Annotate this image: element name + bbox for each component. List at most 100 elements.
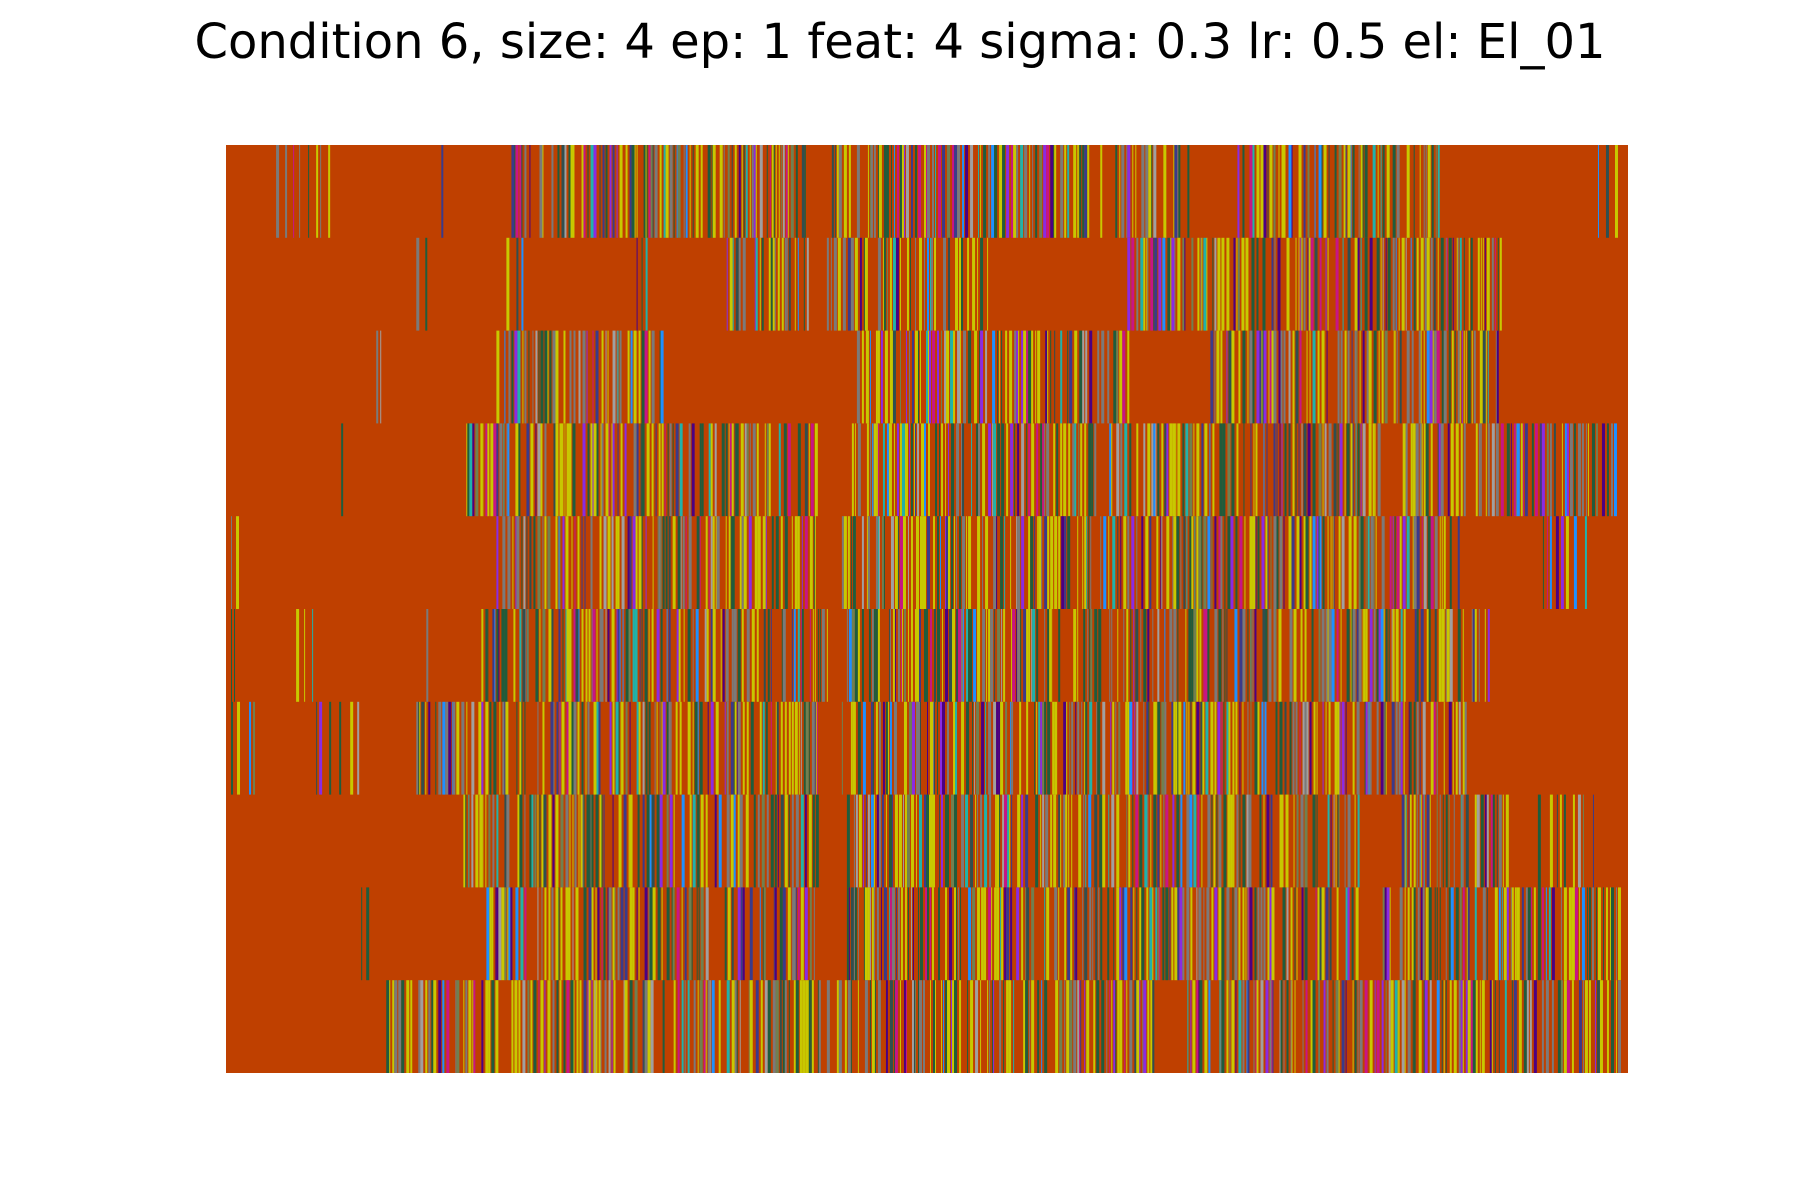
heatmap-cell [949,887,953,981]
heatmap-cell [1347,794,1351,888]
heatmap-cell [522,330,524,424]
heatmap-cell [910,887,912,981]
heatmap-cell [1404,794,1406,888]
heatmap-cell [862,794,864,888]
heatmap-cell [1382,145,1385,238]
heatmap-cell [1405,237,1407,331]
heatmap-cell [590,423,593,517]
heatmap-cell [467,423,470,517]
heatmap-cell [299,145,301,238]
heatmap-cell [539,609,541,702]
heatmap-cell [1156,701,1158,795]
heatmap-cell [1004,794,1008,888]
heatmap-cell [889,237,892,331]
heatmap-cell [1563,887,1567,981]
heatmap-cell [997,609,1001,702]
heatmap-cell [1448,237,1452,331]
heatmap-cell [488,794,491,888]
heatmap-cell [810,980,812,1073]
heatmap-cell [521,145,523,238]
heatmap-cell [663,145,666,238]
heatmap-cell [1133,609,1135,702]
heatmap-cell [812,794,815,888]
heatmap-cell [1233,237,1236,331]
heatmap-cell [727,887,731,981]
heatmap-cell [428,701,431,795]
heatmap-cell [560,794,564,888]
heatmap-cell [455,980,457,1073]
heatmap-cell [877,237,879,331]
heatmap-cell [1182,237,1185,331]
heatmap-cell [731,516,735,609]
heatmap-cell [711,145,713,238]
heatmap-cell [660,516,662,609]
heatmap-cell [1024,145,1028,238]
heatmap-cell [996,701,999,795]
heatmap-cell [601,887,603,981]
heatmap-cell [893,145,895,238]
heatmap-cell [1084,701,1086,795]
heatmap-cell [481,701,484,795]
heatmap-cell [1265,980,1269,1073]
heatmap-cell [1436,794,1438,888]
heatmap-cell [804,887,808,981]
heatmap-cell [1141,145,1145,238]
heatmap-cell [516,237,519,331]
heatmap-cell [1503,887,1507,981]
heatmap-cell [514,145,516,238]
heatmap-cell [1376,980,1380,1073]
heatmap-cell [903,609,906,702]
heatmap-cell [389,980,391,1073]
heatmap-cell [1458,701,1461,795]
heatmap-cell [593,423,597,517]
heatmap-cell [611,423,613,517]
heatmap-cell [700,887,704,981]
heatmap-cell [814,516,816,609]
heatmap-cell [1418,330,1421,424]
heatmap-cell [795,794,799,888]
heatmap-row-1 [416,237,1502,331]
heatmap-cell [1010,887,1013,981]
heatmap-cell [1401,980,1405,1073]
heatmap-cell [1083,609,1086,702]
heatmap-cell [797,423,801,517]
heatmap-cell [1260,887,1263,981]
heatmap-cell [1337,794,1339,888]
heatmap-cell [592,423,594,517]
heatmap-cell [739,794,743,888]
heatmap-cell [781,237,784,331]
heatmap-cell [1290,980,1292,1073]
heatmap-cell [1597,887,1601,981]
heatmap-cell [446,980,450,1073]
heatmap-cell [558,887,560,981]
heatmap-cell [1242,794,1246,888]
heatmap-cell [573,980,575,1073]
heatmap-cell [1164,609,1166,702]
heatmap-cell [1365,516,1367,609]
heatmap-cell [1418,980,1422,1073]
heatmap-cell [755,145,757,238]
heatmap-cell [595,330,599,424]
heatmap-cell [783,423,787,517]
heatmap-cell [644,330,648,424]
heatmap-cell [1227,794,1231,888]
heatmap-cell [1053,794,1057,888]
heatmap-cell [1376,609,1379,702]
heatmap-cell [511,145,515,238]
heatmap-cell [1436,980,1440,1073]
heatmap-cell [1392,609,1395,702]
heatmap-cell [731,980,735,1073]
heatmap-cell [1242,701,1244,795]
heatmap-cell [1522,423,1524,517]
heatmap-cell [957,330,961,424]
heatmap-cell [1537,794,1541,888]
heatmap-cell [905,330,907,424]
heatmap-cell [1396,145,1400,238]
heatmap-cell [549,330,551,424]
heatmap-cell [730,516,732,609]
heatmap-cell [616,145,618,238]
heatmap-cell [478,701,482,795]
heatmap-cell [1101,980,1105,1073]
heatmap-cell [1289,609,1293,702]
heatmap-cell [980,794,983,888]
